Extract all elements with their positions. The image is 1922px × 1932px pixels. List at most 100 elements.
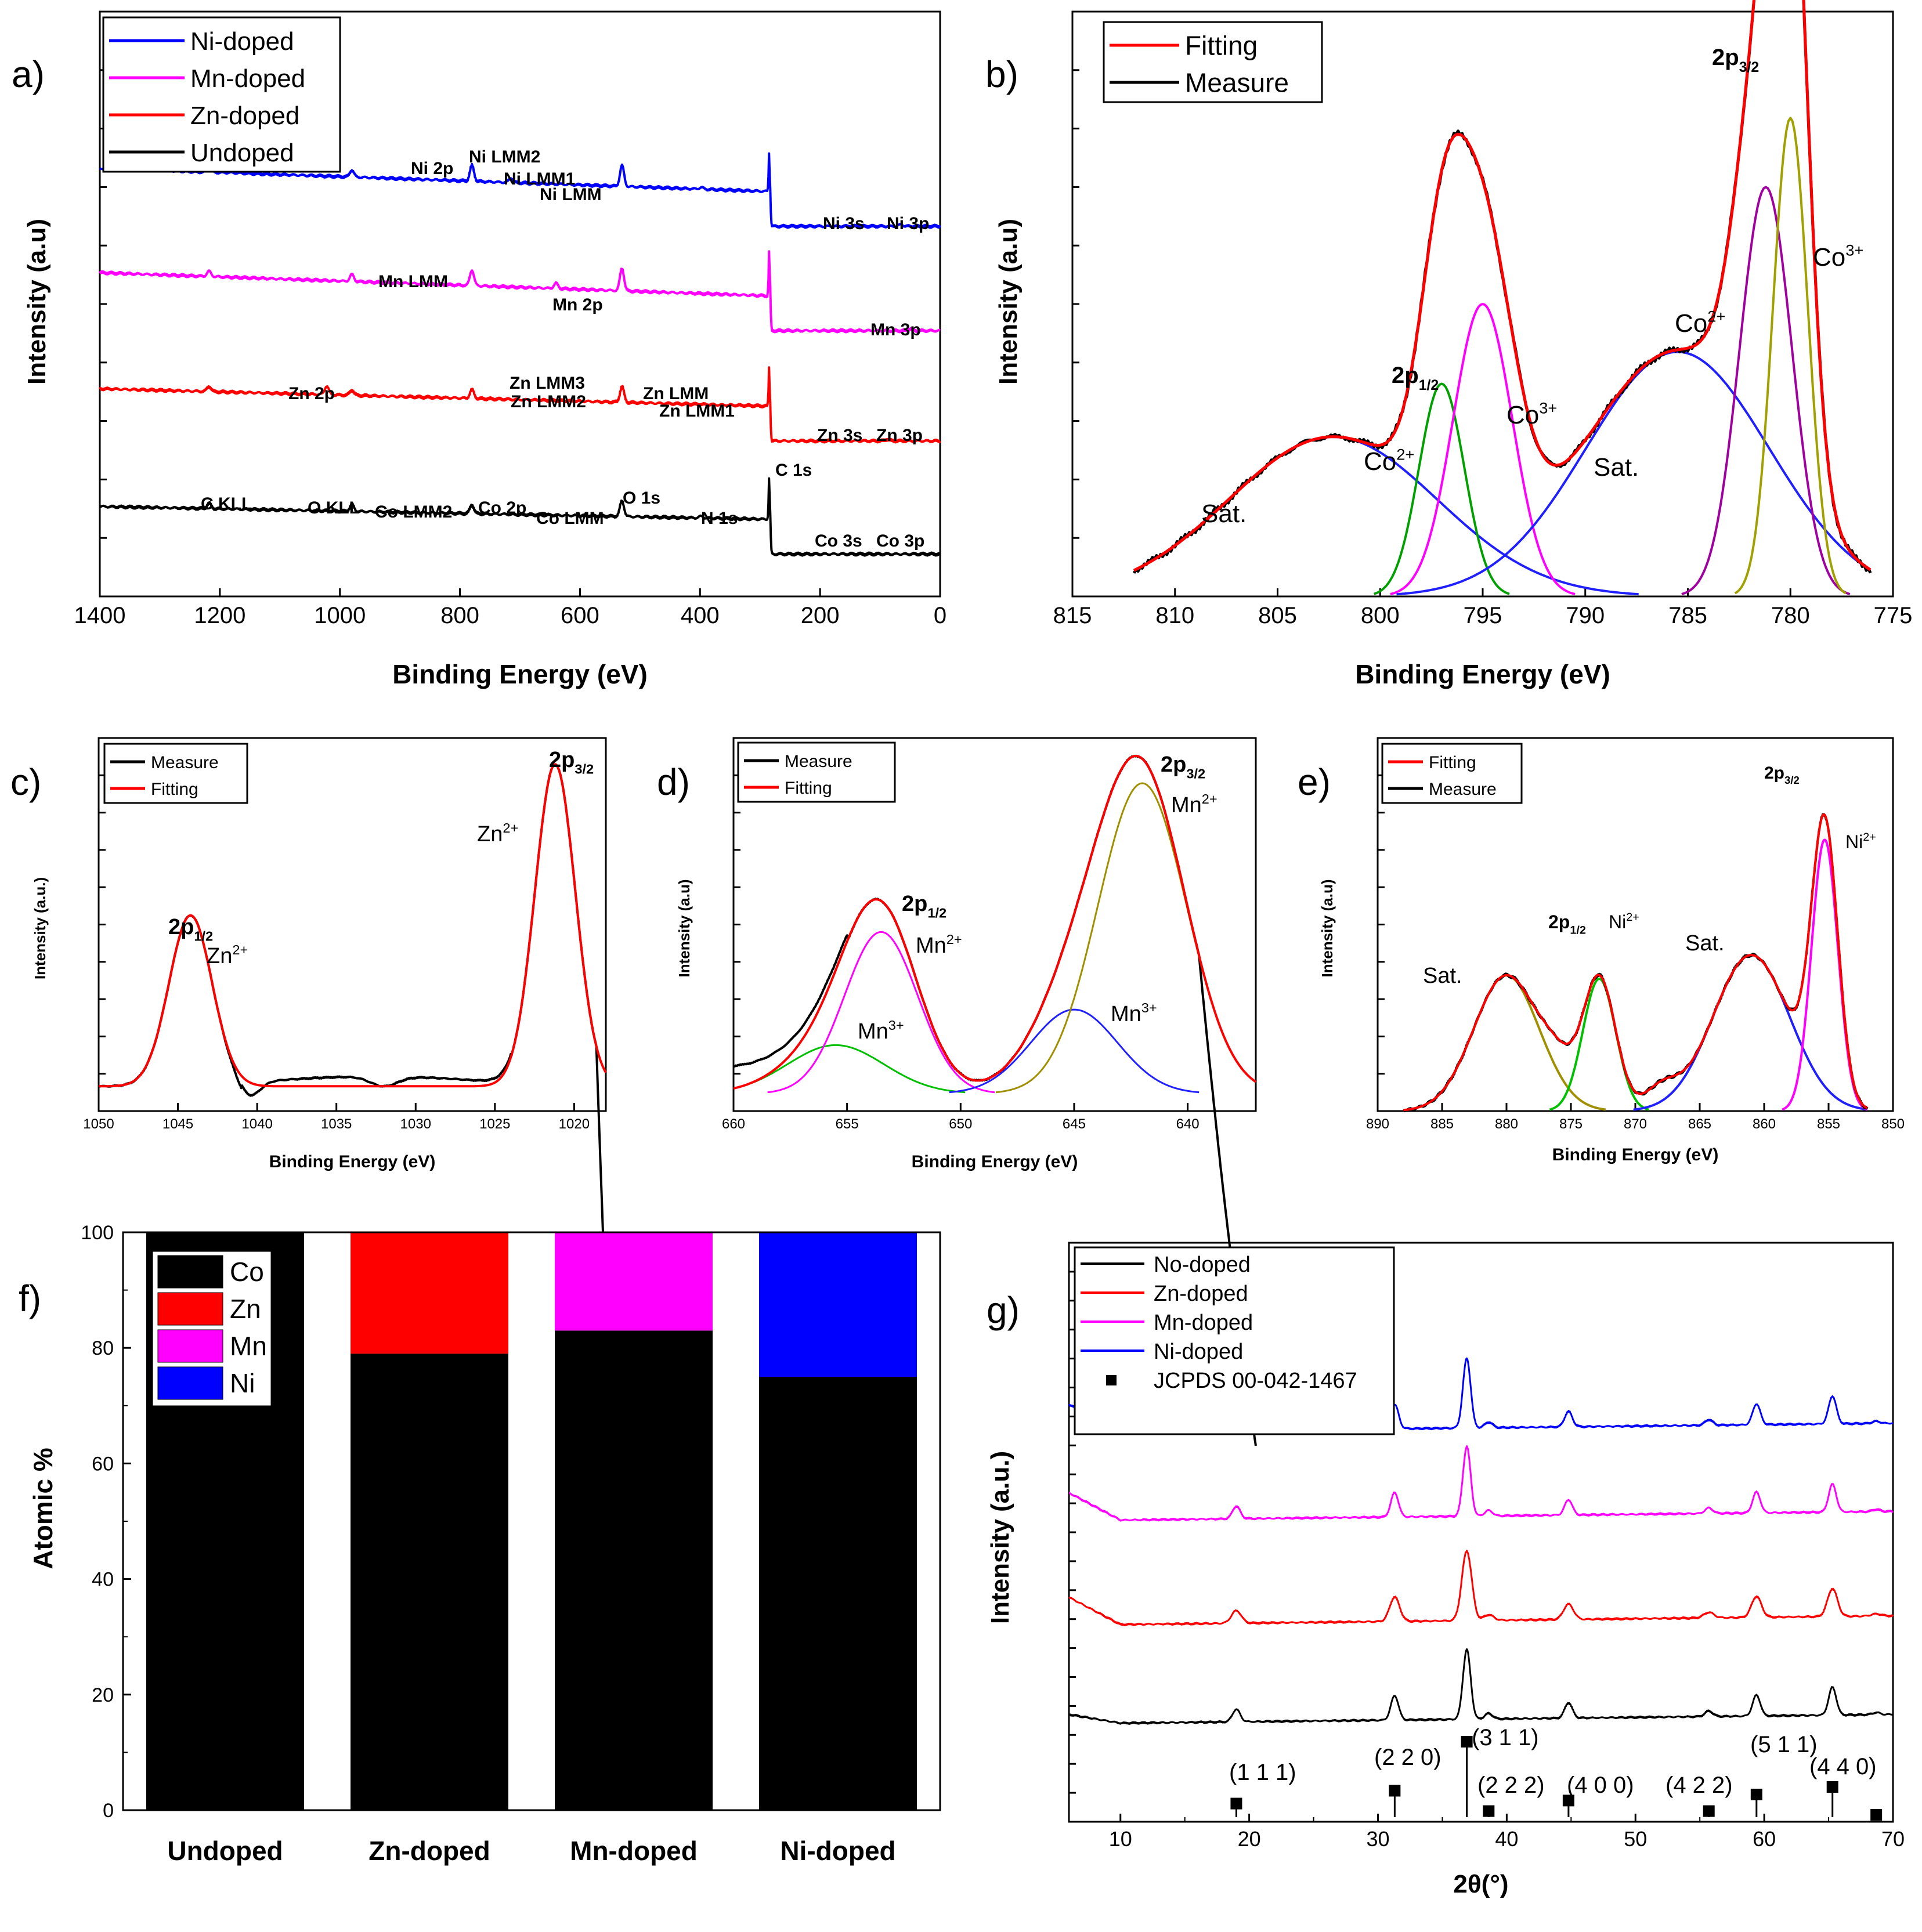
- panel-b-component: [1373, 382, 1510, 595]
- panel-e-annotation: Sat.: [1685, 931, 1725, 956]
- panel-e-fitting: [1403, 813, 1868, 1112]
- panel-f-ytick-label: 80: [92, 1337, 114, 1359]
- panel-a-series-zn-doped: [99, 366, 941, 444]
- panel-g-ylabel: Intensity (a.u.): [986, 1451, 1014, 1624]
- panel-g-reference-marker: [1562, 1794, 1574, 1807]
- panel-e-annotation-part: Ni: [1609, 911, 1626, 932]
- panel-a-legend-label: Ni-doped: [190, 27, 294, 56]
- panel-d-xtick-label: 660: [722, 1116, 745, 1132]
- panel-f-legend-label: Zn: [230, 1294, 261, 1324]
- panel-g-hkl-label: (4 2 2): [1666, 1772, 1733, 1798]
- panel-f-ytick-label: 60: [92, 1453, 114, 1475]
- panel-b-component: [1681, 186, 1851, 595]
- panel-g-legend-label: JCPDS 00-042-1467: [1154, 1369, 1357, 1393]
- panel-d-annotation: Mn3+: [1111, 1000, 1157, 1026]
- panel-a-annotation: Ni 3s: [823, 214, 865, 233]
- panel-b-annotation-part: Co: [1506, 401, 1539, 429]
- panel-g-reference-marker: [1826, 1781, 1838, 1793]
- panel-f-bar-co: [555, 1330, 713, 1810]
- panel-a-annotation: Co 3s: [815, 531, 862, 551]
- panel-d-fitting: [733, 754, 1257, 1090]
- panel-a-xtick-label: 600: [561, 603, 599, 628]
- panel-d-xtick-label: 645: [1063, 1116, 1086, 1132]
- panel-e-annotation: Ni2+: [1609, 911, 1639, 932]
- panel-c-xlabel: Binding Energy (eV): [269, 1152, 436, 1171]
- panel-e-component: [1549, 978, 1650, 1111]
- panel-e-annotation-part: 1/2: [1570, 924, 1586, 937]
- panel-f-label: f): [19, 1278, 41, 1319]
- panel-a-xtick-label: 200: [801, 603, 840, 628]
- panel-c-annotation: Zn2+: [477, 820, 518, 846]
- panel-d-legend-box: [737, 741, 896, 803]
- panel-d-component: [995, 782, 1256, 1094]
- panel-a-annotation: Co LMM2: [375, 502, 452, 522]
- panel-a-annotation: Zn LMM: [643, 384, 709, 403]
- panel-e-label: e): [1298, 761, 1331, 803]
- panel-a-annotation: C 1s: [775, 461, 812, 480]
- panel-c-legend-label: Measure: [151, 753, 219, 772]
- panel-e-annotation-part: 2+: [1626, 911, 1639, 924]
- panel-g-xlabel: 2θ(°): [1453, 1870, 1508, 1898]
- panel-b-legend-box: [1103, 21, 1323, 103]
- panel-b-annotation-part: Co: [1364, 447, 1396, 476]
- panel-a-annotation: Zn LMM1: [659, 401, 735, 421]
- panel-a-annotation: O KLL: [308, 498, 360, 518]
- panel-b-xtick-label: 795: [1464, 603, 1502, 628]
- panel-a-xtick-label: 800: [440, 603, 479, 628]
- panel-f-bar-co: [351, 1354, 508, 1810]
- panel-d-xtick-label: 650: [949, 1116, 972, 1132]
- panel-a-legend-label: Zn-doped: [190, 102, 299, 130]
- panel-a-xtick-label: 1400: [74, 603, 126, 628]
- panel-d-annotation-part: 2+: [946, 932, 962, 947]
- panel-d-annotation-part: 2+: [1202, 791, 1217, 806]
- panel-b-annotation: Co3+: [1813, 241, 1863, 272]
- panel-a-annotation: Mn 3p: [870, 320, 921, 339]
- panel-b-legend-label: Measure: [1185, 68, 1289, 98]
- panel-d-annotation: Mn2+: [1171, 791, 1217, 817]
- panel-c-legend-label: Fitting: [151, 780, 198, 799]
- panel-c-annotation: Zn2+: [207, 942, 248, 968]
- panel-b-annotation: Co2+: [1675, 307, 1725, 338]
- panel-e-xtick-label: 855: [1817, 1116, 1840, 1132]
- panel-e-component: [1632, 954, 1868, 1111]
- panel-b-annotation-part: 2p: [1392, 363, 1419, 388]
- panel-c-xtick-label: 1025: [479, 1116, 510, 1132]
- panel-b-annotation: 2p3/2: [1712, 45, 1759, 75]
- panel-b-component: [1396, 350, 1872, 596]
- panel-d-annotation: 2p1/2: [902, 892, 946, 920]
- panel-f-ytick-label: 20: [92, 1684, 114, 1706]
- panel-g-legend-box: [1074, 1246, 1395, 1435]
- panel-d-ylabel: Intensity (a.u): [675, 879, 693, 977]
- panel-g-series-zn-doped: [1068, 1550, 1894, 1626]
- panel-d-annotation-part: Mn: [916, 934, 946, 958]
- panel-g-series-mn-doped: [1068, 1445, 1894, 1522]
- panel-c-xtick-label: 1050: [83, 1116, 114, 1132]
- panel-e-xtick-label: 875: [1559, 1116, 1583, 1132]
- panel-d-xtick-label: 655: [836, 1116, 859, 1132]
- panel-c-annotation: 2p3/2: [549, 748, 594, 776]
- panel-g-hkl-label: (4 4 0): [1809, 1754, 1877, 1779]
- panel-b-xtick-label: 780: [1771, 603, 1810, 628]
- panel-e-measure: [1403, 813, 1869, 1112]
- panel-e-legend-label: Measure: [1429, 780, 1497, 799]
- panel-d-xlabel: Binding Energy (eV): [912, 1152, 1078, 1171]
- panel-d-annotation-part: 2p: [1161, 752, 1186, 777]
- panel-b-xtick-label: 785: [1668, 603, 1707, 628]
- panel-e-annotation-part: Ni: [1845, 831, 1863, 852]
- panel-g-hkl-label: (2 2 0): [1374, 1745, 1442, 1770]
- panel-a-xlabel: Binding Energy (eV): [392, 659, 648, 689]
- panel-b-annotation-part: Co: [1813, 243, 1845, 272]
- panel-d-annotation: 2p3/2: [1161, 752, 1205, 781]
- panel-g-xtick-label: 50: [1624, 1827, 1647, 1851]
- panel-g-reference-marker: [1389, 1785, 1401, 1797]
- panel-g-legend-label: Ni-doped: [1154, 1340, 1243, 1364]
- panel-e-xtick-label: 870: [1624, 1116, 1647, 1132]
- panel-f-category-label: Zn-doped: [368, 1836, 490, 1866]
- panel-e-xtick-label: 885: [1430, 1116, 1454, 1132]
- panel-b-xtick-label: 805: [1258, 603, 1297, 628]
- panel-a-annotation: Ni 3p: [887, 214, 929, 233]
- panel-a-annotation: N 1s: [701, 509, 738, 528]
- panel-c-xtick-label: 1045: [162, 1116, 193, 1132]
- panel-c-xtick-label: 1030: [400, 1116, 431, 1132]
- panel-f-ylabel: Atomic %: [28, 1448, 58, 1569]
